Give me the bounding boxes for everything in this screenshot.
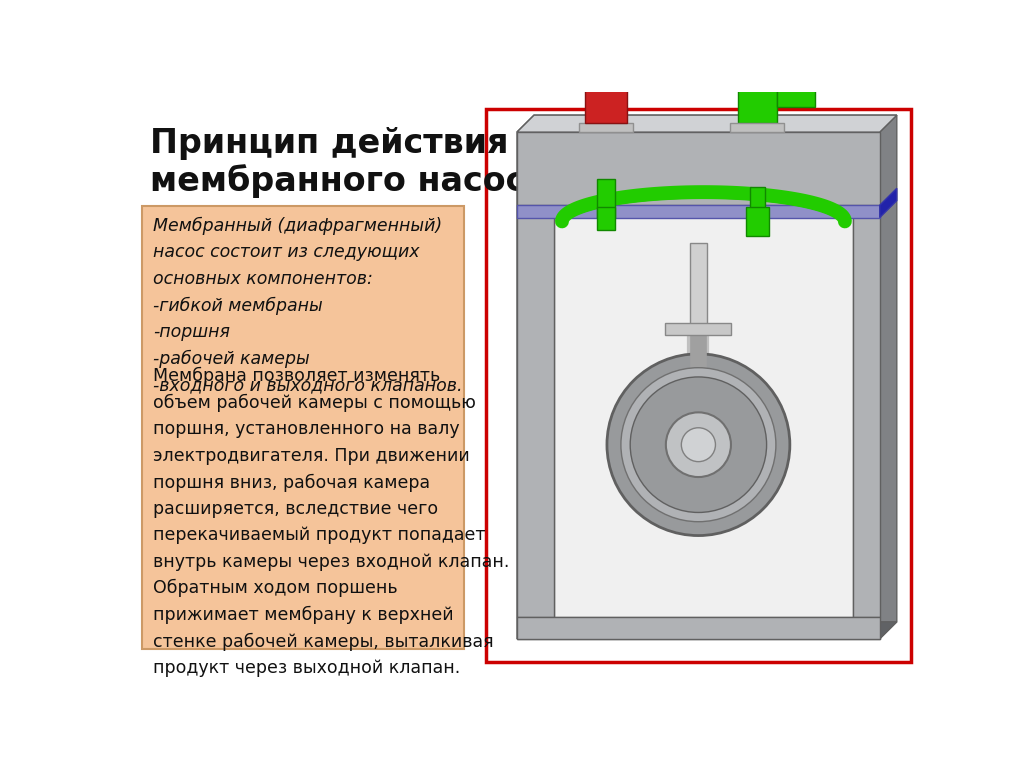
Polygon shape [517, 115, 535, 639]
Bar [597, 207, 615, 230]
Text: Мембрана позволяет изменять
объем рабочей камеры с помощью
поршня, установленног: Мембрана позволяет изменять объем рабоче… [153, 367, 509, 677]
Circle shape [681, 428, 716, 462]
Bar [776, 90, 815, 107]
Bar [690, 243, 707, 329]
Polygon shape [517, 115, 897, 132]
Bar [517, 206, 880, 218]
Bar [853, 206, 880, 617]
Bar [750, 186, 765, 222]
Circle shape [630, 377, 767, 512]
Bar [517, 132, 880, 206]
Polygon shape [880, 188, 897, 218]
Bar [745, 207, 769, 236]
Polygon shape [517, 622, 897, 639]
Bar [554, 206, 853, 617]
Text: Мембранный (диафрагменный)
насос состоит из следующих
основных компонентов:
-гиб: Мембранный (диафрагменный) насос состоит… [153, 217, 462, 394]
Bar [579, 123, 633, 132]
Circle shape [621, 367, 776, 522]
Bar [585, 83, 628, 123]
FancyBboxPatch shape [142, 206, 464, 649]
Bar [517, 617, 880, 639]
Circle shape [607, 354, 790, 535]
Ellipse shape [738, 70, 776, 87]
Bar [517, 206, 554, 617]
Polygon shape [880, 115, 897, 639]
Bar [738, 78, 776, 123]
Polygon shape [517, 115, 897, 132]
Bar [517, 132, 880, 639]
Circle shape [666, 413, 731, 477]
Bar [666, 323, 731, 335]
Bar [486, 109, 910, 662]
Text: Принцип действия
мембранного насоса: Принцип действия мембранного насоса [150, 127, 548, 198]
Bar [597, 179, 615, 218]
Bar [730, 123, 784, 132]
Ellipse shape [585, 74, 628, 91]
